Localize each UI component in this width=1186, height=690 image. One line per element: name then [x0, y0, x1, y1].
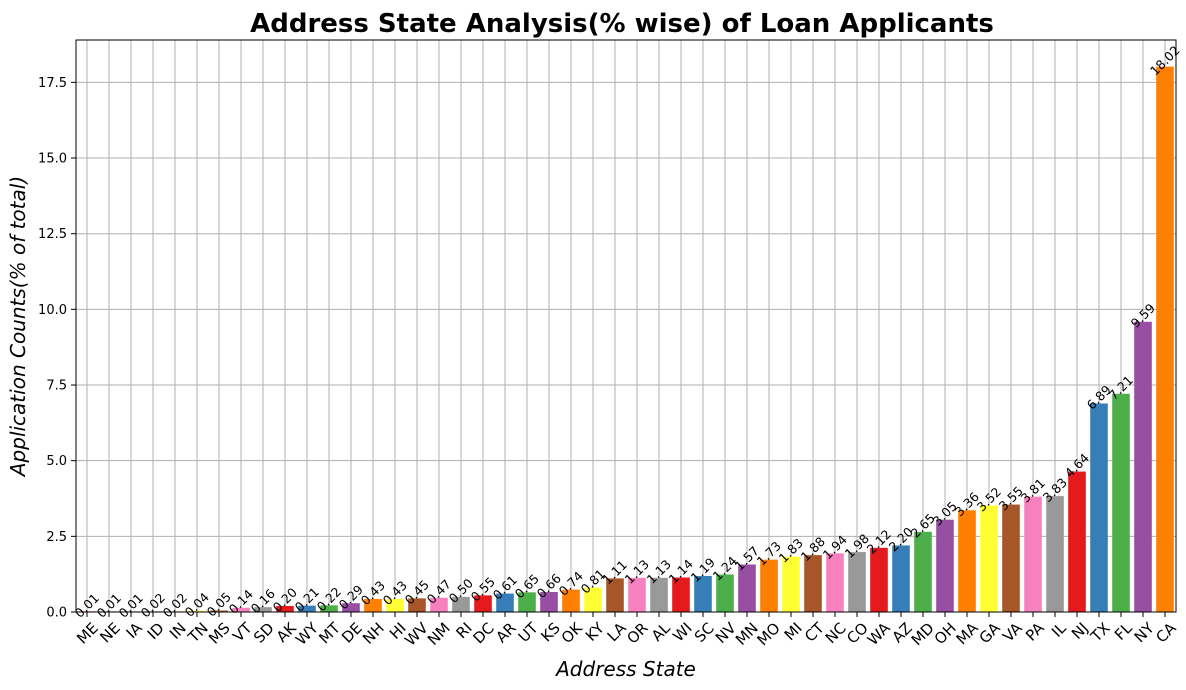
data-label: 7.21 — [1106, 372, 1136, 402]
bar-wi — [672, 577, 690, 612]
data-label: 3.83 — [1040, 475, 1070, 505]
y-tick-label: 7.5 — [46, 379, 67, 394]
plot-frame — [75, 39, 1177, 613]
x-axis-label: Address State — [554, 657, 696, 681]
x-tick-label: OR — [623, 619, 651, 647]
bar-ms — [210, 610, 228, 612]
bar-ri — [452, 596, 470, 612]
data-label: 4.64 — [1062, 450, 1092, 480]
bar-nh — [364, 598, 382, 612]
bar-vt — [232, 607, 250, 612]
bar-ar — [496, 593, 514, 612]
bar-nc — [826, 553, 844, 612]
bar-oh — [936, 519, 954, 612]
x-tick-label: NM — [424, 619, 454, 649]
x-tick-label: ID — [144, 619, 168, 643]
y-tick-label: 5.0 — [46, 454, 67, 469]
y-tick-label: 0.0 — [46, 606, 67, 621]
bar-ak — [276, 605, 294, 612]
bar-sd — [254, 607, 272, 612]
bar-ks — [540, 592, 558, 612]
x-tick-label: NE — [96, 619, 123, 646]
data-label: 1.24 — [710, 553, 740, 583]
bar-mn — [738, 564, 756, 612]
bar-dc — [474, 595, 492, 612]
bar-pa — [1024, 496, 1042, 612]
bar-mi — [782, 556, 800, 612]
bar-wa — [870, 547, 888, 612]
y-tick-label: 15.0 — [38, 152, 67, 167]
y-tick-label: 2.5 — [46, 530, 67, 545]
chart-title: Address State Analysis(% wise) of Loan A… — [250, 9, 994, 39]
bar-ga — [980, 505, 998, 612]
x-tick-label: TX — [1087, 619, 1114, 646]
bar-ca — [1156, 66, 1174, 612]
bar-co — [848, 552, 866, 612]
bar-la — [606, 578, 624, 612]
bar-md — [914, 531, 932, 612]
x-tick-label: IL — [1048, 619, 1070, 641]
x-tick-label: CA — [1152, 619, 1180, 647]
bar-wv — [408, 598, 426, 612]
bar-ut — [518, 592, 536, 612]
bar-il — [1046, 496, 1064, 612]
x-tick-label: NH — [359, 619, 388, 648]
bar-fl — [1112, 393, 1130, 612]
bar-nm — [430, 597, 448, 612]
y-axis-ticks: 0.0 2.5 5.0 7.5 10.0 12.5 15.0 17.5 — [38, 76, 76, 621]
bar-tx — [1090, 403, 1108, 612]
bar-sc — [694, 575, 712, 612]
bar-ny — [1134, 321, 1152, 612]
bar-az — [892, 545, 910, 612]
bar-wy — [298, 605, 316, 612]
bar-hi — [386, 598, 404, 612]
bar-tn — [188, 610, 206, 612]
y-tick-label: 10.0 — [38, 303, 67, 318]
bar-ok — [562, 589, 580, 612]
x-tick-label: MO — [754, 619, 784, 649]
y-axis-label: Application Counts(% of total) — [6, 176, 30, 478]
bar-nv — [716, 574, 734, 612]
bar-mt — [320, 605, 338, 612]
bar-va — [1002, 504, 1020, 612]
bar-de — [342, 603, 360, 612]
y-tick-label: 17.5 — [38, 76, 67, 91]
bar-ma — [958, 510, 976, 612]
x-tick-label: PA — [1022, 619, 1048, 645]
bars — [78, 66, 1174, 612]
bar-ky — [584, 587, 602, 612]
y-tick-label: 12.5 — [38, 227, 67, 242]
bar-mo — [760, 559, 778, 612]
bar-nj — [1068, 471, 1086, 612]
bar-al — [650, 577, 668, 612]
bar-or — [628, 577, 646, 612]
x-axis-ticks: MENEIAIDINTNMSVTSDAKWYMTDENHHIWVNMRIDCAR… — [73, 612, 1180, 649]
bar-ct — [804, 555, 822, 612]
